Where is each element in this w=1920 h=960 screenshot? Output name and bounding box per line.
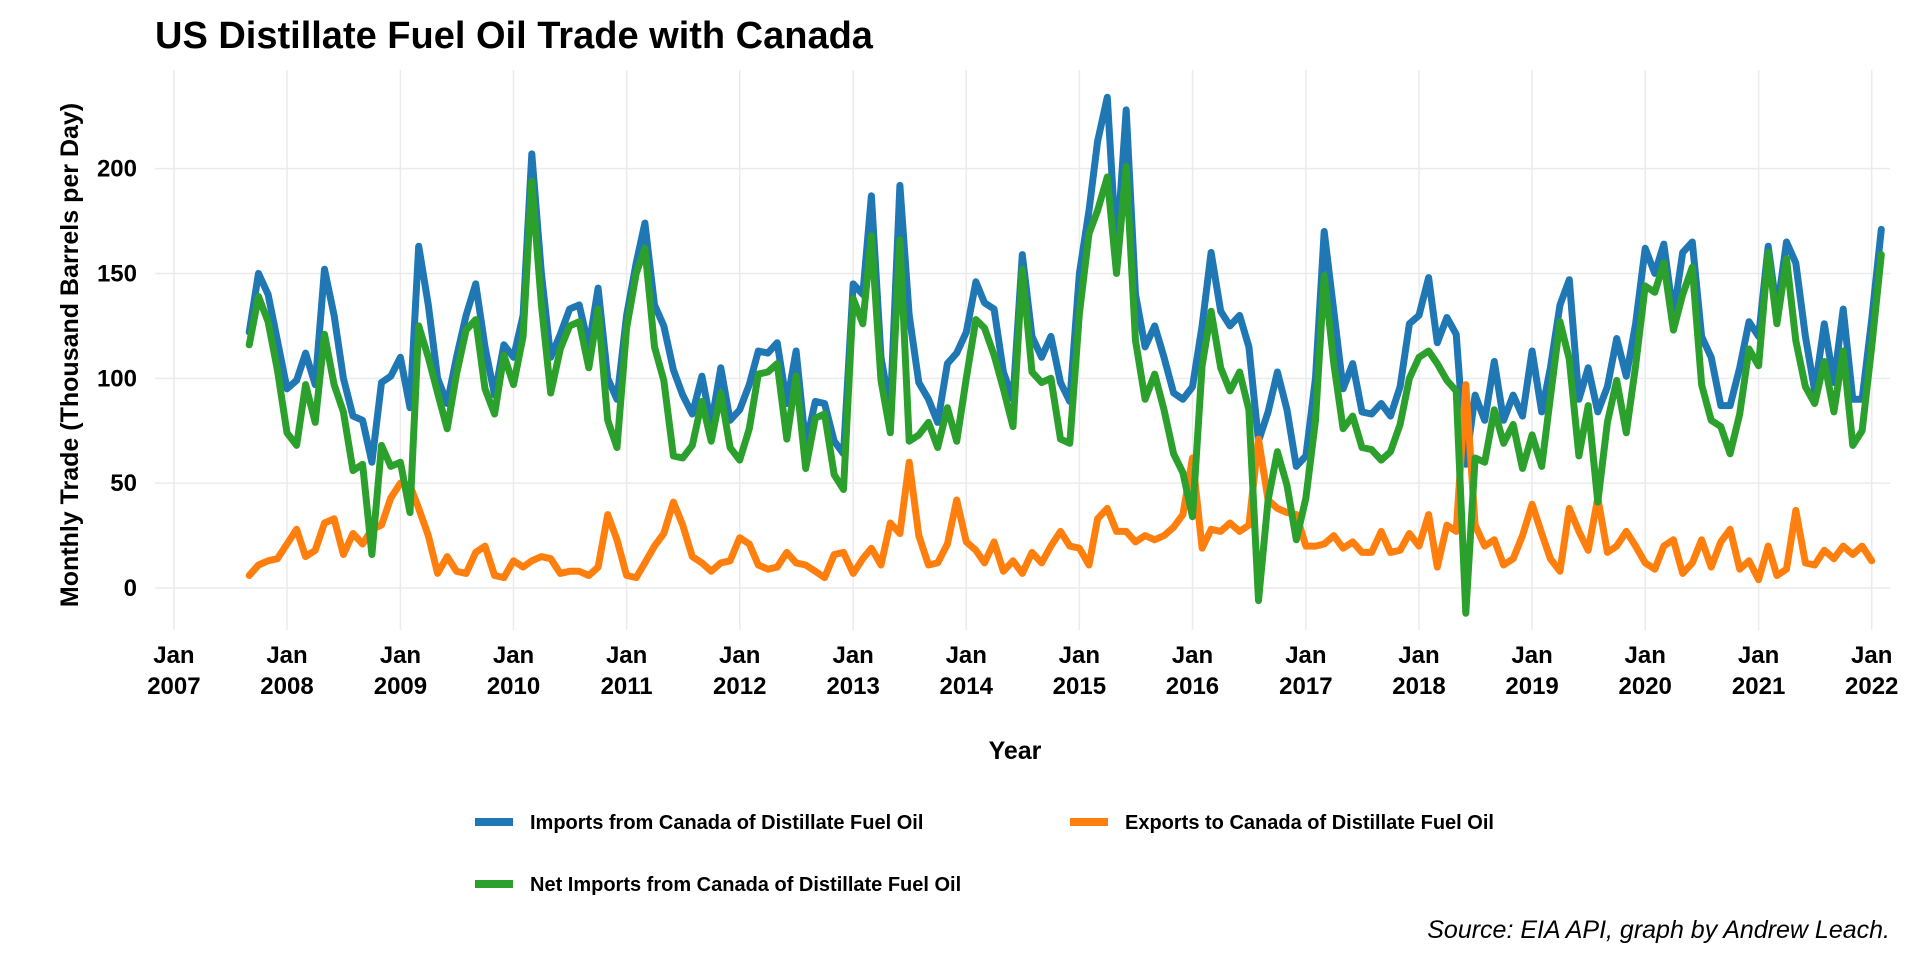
x-tick-label: Jan 2014 xyxy=(940,642,994,700)
legend-label-net-imports: Net Imports from Canada of Distillate Fu… xyxy=(530,874,961,896)
y-tick-label: 150 xyxy=(97,260,137,287)
y-axis-ticks: 0 50 100 150 200 xyxy=(97,156,137,602)
x-tick-label: Jan 2021 xyxy=(1732,642,1785,700)
x-tick-label: Jan 2022 xyxy=(1845,642,1898,700)
series-line-net-imports xyxy=(245,163,1885,617)
y-tick-label: 200 xyxy=(97,156,137,183)
x-axis-title: Year xyxy=(989,737,1042,765)
legend-label-imports: Imports from Canada of Distillate Fuel O… xyxy=(530,812,923,834)
x-tick-label: Jan 2017 xyxy=(1279,642,1332,700)
legend-label-exports: Exports to Canada of Distillate Fuel Oil xyxy=(1125,812,1494,834)
series-lines xyxy=(245,93,1885,617)
series-line-exports xyxy=(245,381,1876,584)
legend: Imports from Canada of Distillate Fuel O… xyxy=(475,812,1494,896)
x-tick-label: Jan 2019 xyxy=(1505,642,1558,700)
x-tick-label: Jan 2020 xyxy=(1619,642,1672,700)
y-axis-title: Monthly Trade (Thousand Barrels per Day) xyxy=(56,103,84,607)
y-tick-label: 0 xyxy=(124,575,137,602)
x-tick-label: Jan 2018 xyxy=(1392,642,1445,700)
y-tick-label: 100 xyxy=(97,365,137,392)
x-tick-label: Jan 2013 xyxy=(826,642,879,700)
x-tick-label: Jan 2012 xyxy=(713,642,766,700)
x-tick-label: Jan 2010 xyxy=(487,642,540,700)
x-tick-label: Jan 2016 xyxy=(1166,642,1219,700)
x-tick-label: Jan 2009 xyxy=(374,642,427,700)
x-tick-label: Jan 2015 xyxy=(1053,642,1106,700)
x-tick-label: Jan 2011 xyxy=(601,642,653,700)
source-caption: Source: EIA API, graph by Andrew Leach. xyxy=(1427,916,1890,944)
plot-area: 0 50 100 150 200 Jan 2007 Jan 2008 Jan 2009 Jan 201… xyxy=(97,70,1898,700)
x-axis-ticks: Jan 2007 Jan 2008 Jan 2009 Jan 2010 Jan 2011 Jan 20… xyxy=(147,642,1898,700)
x-tick-label: Jan 2007 xyxy=(147,642,200,700)
x-tick-label: Jan 2008 xyxy=(260,642,313,700)
chart-title: US Distillate Fuel Oil Trade with Canada xyxy=(155,15,874,57)
y-tick-label: 50 xyxy=(110,470,137,497)
